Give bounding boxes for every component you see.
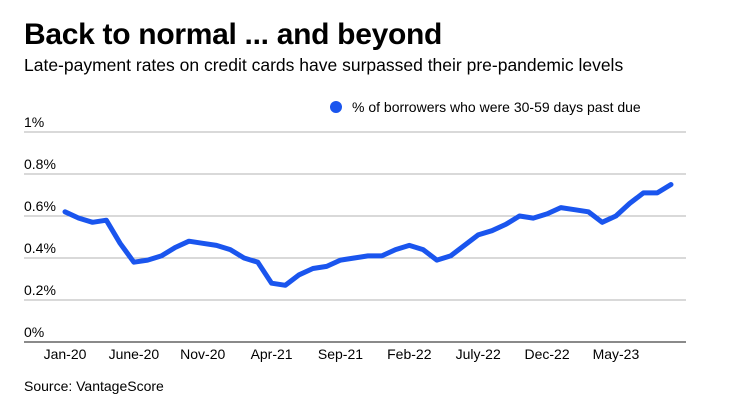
series-layer	[62, 182, 674, 288]
data-point	[324, 264, 329, 269]
x-tick-label: Dec-22	[524, 346, 569, 362]
legend-label: % of borrowers who were 30-59 days past …	[352, 99, 641, 115]
gridlines	[24, 131, 686, 343]
y-tick-label: 1%	[24, 114, 44, 130]
data-point	[242, 256, 247, 260]
data-point	[586, 209, 591, 214]
data-point	[517, 214, 522, 218]
data-point	[476, 232, 481, 237]
data-point	[214, 243, 219, 248]
y-axis-tick-labels: 0% 0.2% 0.4% 0.6% 0.8% 1%	[24, 114, 56, 340]
data-point	[627, 201, 632, 206]
data-point	[90, 220, 95, 225]
data-point	[655, 190, 660, 195]
data-point	[118, 241, 123, 246]
data-point	[76, 216, 81, 221]
data-point	[131, 260, 136, 265]
data-point	[407, 243, 412, 248]
data-point	[462, 243, 467, 248]
data-point	[104, 218, 109, 223]
y-tick-label: 0.6%	[24, 198, 56, 214]
data-point	[600, 220, 605, 225]
y-tick-label: 0.2%	[24, 282, 56, 298]
legend-marker	[330, 101, 342, 113]
chart-legend: % of borrowers who were 30-59 days past …	[330, 99, 641, 115]
chart-subtitle: Late-payment rates on credit cards have …	[24, 55, 624, 75]
data-point	[434, 258, 439, 263]
x-axis-tick-labels: Jan-20 June-20 Nov-20 Apr-21 Sep-21 Feb-22 Jul…	[44, 346, 640, 362]
data-point	[421, 247, 426, 252]
data-point	[255, 260, 260, 265]
data-point	[366, 253, 370, 258]
data-point	[379, 253, 384, 258]
data-point	[393, 247, 398, 252]
y-tick-label: 0.4%	[24, 240, 56, 256]
source-note: Source: VantageScore	[24, 378, 164, 394]
data-point	[641, 190, 646, 195]
data-point	[228, 247, 233, 252]
x-tick-label: Sep-21	[318, 346, 363, 362]
data-point	[489, 228, 494, 233]
data-point	[558, 205, 563, 210]
data-point	[200, 241, 205, 246]
data-point	[338, 258, 343, 263]
data-point	[352, 256, 357, 260]
data-point	[613, 214, 618, 218]
series-line	[62, 182, 674, 288]
data-point	[448, 253, 453, 258]
data-point	[145, 258, 150, 263]
data-point	[173, 245, 178, 250]
x-tick-label: July-22	[456, 346, 501, 362]
x-tick-label: Nov-20	[180, 346, 225, 362]
data-point	[669, 182, 673, 187]
chart-title: Back to normal ... and beyond	[24, 18, 443, 51]
x-tick-label: May-23	[593, 346, 640, 362]
data-point	[310, 266, 315, 271]
x-tick-label: Apr-21	[251, 346, 293, 362]
data-point	[63, 209, 67, 214]
data-point	[159, 253, 164, 258]
data-point	[186, 239, 191, 244]
data-point	[297, 272, 302, 277]
data-point	[545, 211, 550, 216]
data-point	[531, 216, 536, 221]
data-point	[283, 283, 288, 288]
data-point	[572, 207, 577, 212]
y-tick-label: 0.8%	[24, 156, 56, 172]
x-tick-label: June-20	[109, 346, 160, 362]
data-point	[503, 222, 508, 227]
y-tick-label: 0%	[24, 324, 44, 340]
x-tick-label: Feb-22	[387, 346, 432, 362]
x-tick-label: Jan-20	[44, 346, 87, 362]
data-point	[269, 281, 274, 286]
